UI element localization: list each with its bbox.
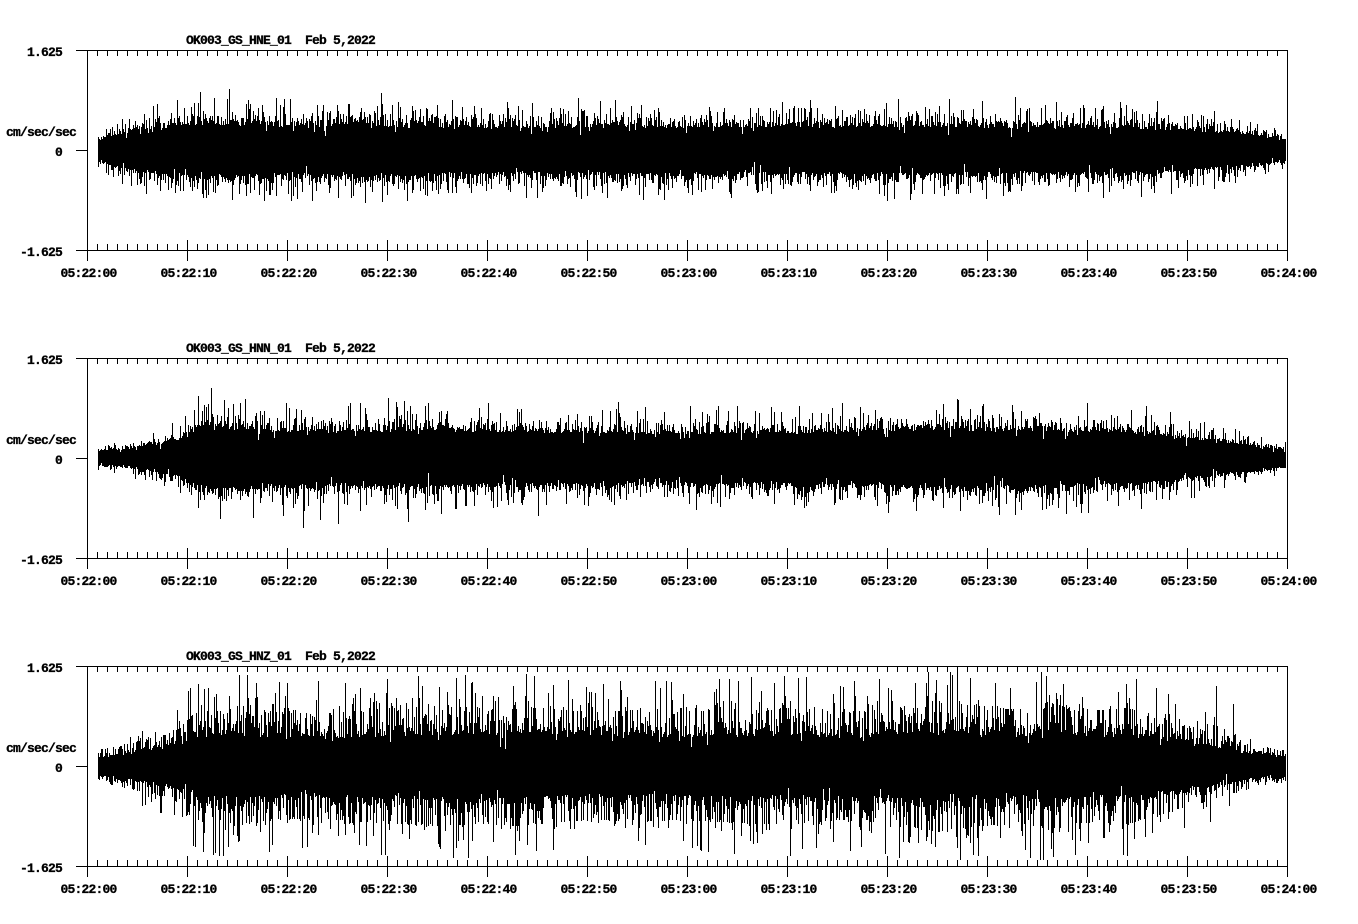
svg-text:05:23:10: 05:23:10 [760,266,817,281]
svg-text:05:23:50: 05:23:50 [1160,266,1217,281]
svg-text:05:22:50: 05:22:50 [560,574,617,589]
svg-text:cm/sec/sec: cm/sec/sec [6,125,77,140]
svg-text:0: 0 [55,145,63,160]
svg-text:05:23:20: 05:23:20 [860,266,917,281]
svg-text:05:23:30: 05:23:30 [960,574,1017,589]
svg-text:1.625: 1.625 [27,353,63,368]
svg-text:05:23:50: 05:23:50 [1160,574,1217,589]
svg-text:0: 0 [55,761,63,776]
svg-text:1.625: 1.625 [27,661,63,676]
svg-text:OK003_GS_HNZ_01 Feb 5,2022: OK003_GS_HNZ_01 Feb 5,2022 [186,649,376,664]
svg-text:05:22:10: 05:22:10 [160,574,217,589]
svg-text:05:23:20: 05:23:20 [860,882,917,897]
svg-text:05:22:10: 05:22:10 [160,266,217,281]
svg-text:0: 0 [55,453,63,468]
svg-text:05:22:40: 05:22:40 [460,882,517,897]
svg-text:05:23:40: 05:23:40 [1060,266,1117,281]
svg-text:05:23:40: 05:23:40 [1060,574,1117,589]
svg-text:05:22:00: 05:22:00 [60,574,117,589]
svg-text:05:22:30: 05:22:30 [360,266,417,281]
svg-text:05:23:30: 05:23:30 [960,266,1017,281]
svg-text:05:22:50: 05:22:50 [560,266,617,281]
svg-text:-1.625: -1.625 [20,861,63,876]
svg-text:05:22:30: 05:22:30 [360,574,417,589]
svg-text:05:23:30: 05:23:30 [960,882,1017,897]
svg-text:-1.625: -1.625 [20,245,63,260]
svg-text:-1.625: -1.625 [20,553,63,568]
svg-text:05:22:20: 05:22:20 [260,574,317,589]
svg-text:05:23:20: 05:23:20 [860,574,917,589]
svg-text:05:22:10: 05:22:10 [160,882,217,897]
svg-text:05:22:00: 05:22:00 [60,266,117,281]
svg-text:OK003_GS_HNE_01 Feb 5,2022: OK003_GS_HNE_01 Feb 5,2022 [186,33,376,48]
svg-text:05:22:20: 05:22:20 [260,266,317,281]
svg-text:05:24:00: 05:24:00 [1260,574,1317,589]
svg-text:05:23:00: 05:23:00 [660,266,717,281]
svg-text:05:23:00: 05:23:00 [660,882,717,897]
svg-text:05:22:30: 05:22:30 [360,882,417,897]
svg-text:05:23:10: 05:23:10 [760,882,817,897]
svg-text:05:22:00: 05:22:00 [60,882,117,897]
svg-text:05:24:00: 05:24:00 [1260,882,1317,897]
svg-text:05:23:40: 05:23:40 [1060,882,1117,897]
svg-text:05:24:00: 05:24:00 [1260,266,1317,281]
svg-text:05:22:40: 05:22:40 [460,574,517,589]
svg-text:05:23:10: 05:23:10 [760,574,817,589]
svg-text:05:22:20: 05:22:20 [260,882,317,897]
svg-text:05:23:00: 05:23:00 [660,574,717,589]
svg-text:cm/sec/sec: cm/sec/sec [6,433,77,448]
svg-text:1.625: 1.625 [27,45,63,60]
svg-text:cm/sec/sec: cm/sec/sec [6,741,77,756]
svg-text:05:22:50: 05:22:50 [560,882,617,897]
svg-text:05:22:40: 05:22:40 [460,266,517,281]
svg-text:OK003_GS_HNN_01 Feb 5,2022: OK003_GS_HNN_01 Feb 5,2022 [186,341,376,356]
svg-text:05:23:50: 05:23:50 [1160,882,1217,897]
